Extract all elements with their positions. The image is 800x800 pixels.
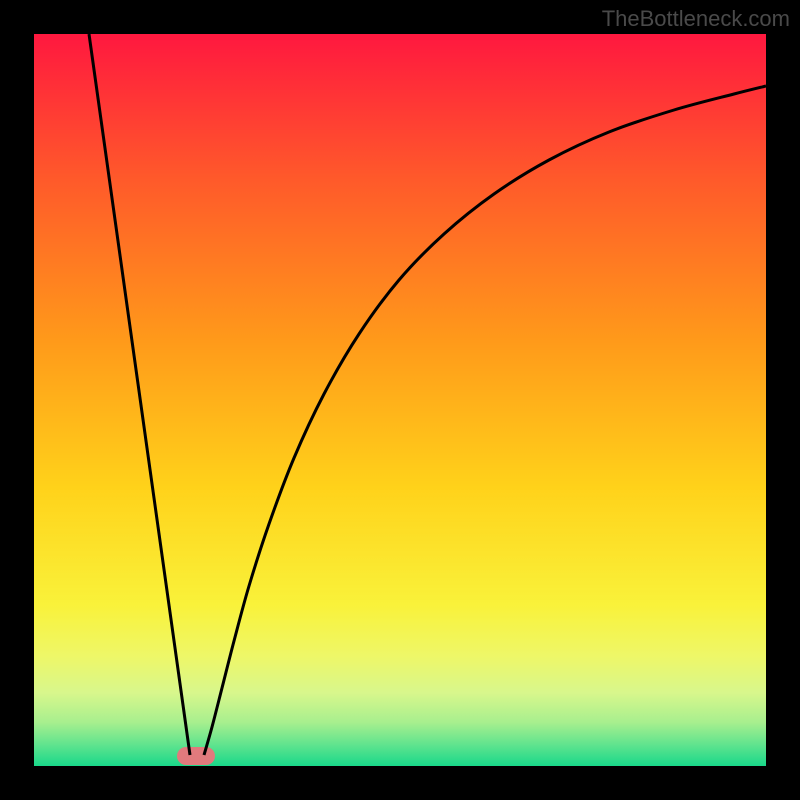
plot-area: [34, 34, 766, 766]
left-curve: [89, 34, 190, 755]
bottleneck-curves: [34, 34, 766, 766]
chart-container: TheBottleneck.com: [0, 0, 800, 800]
right-curve: [204, 86, 766, 755]
watermark-text: TheBottleneck.com: [602, 6, 790, 32]
